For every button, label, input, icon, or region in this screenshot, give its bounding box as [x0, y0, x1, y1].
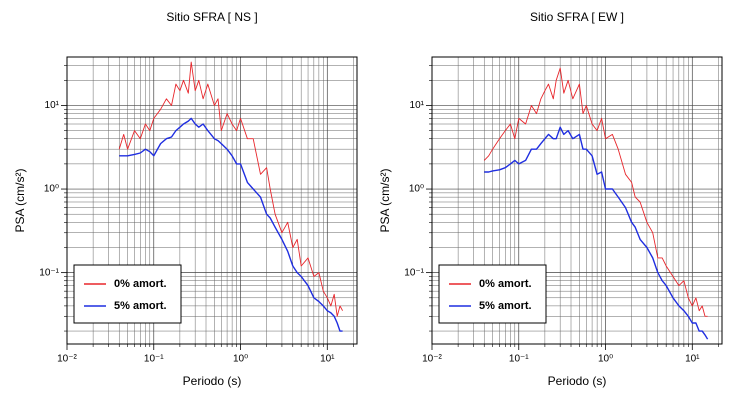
- x-tick-label: 10⁻²: [422, 354, 442, 365]
- plot-frame: [431, 56, 723, 345]
- legend-label: 5% amort.: [114, 300, 167, 312]
- y-tick-label: 10⁻¹: [39, 267, 59, 278]
- x-tick-label: 10⁻¹: [144, 354, 164, 365]
- legend-label: 5% amort.: [479, 300, 532, 312]
- series-line: [118, 61, 343, 317]
- y-tick-label: 10⁰: [44, 184, 59, 195]
- x-tick-label: 10¹: [320, 354, 335, 365]
- y-tick-label: 10¹: [410, 100, 425, 111]
- y-tick-label: 10¹: [45, 100, 60, 111]
- legend-label: 0% amort.: [479, 278, 532, 290]
- x-tick-label: 10⁻¹: [509, 354, 529, 365]
- x-tick-label: 10⁻²: [57, 354, 77, 365]
- x-axis-label: Periodo (s): [548, 374, 607, 388]
- chart-title: Sitio SFRA [ NS ]: [166, 10, 257, 24]
- x-tick-label: 10⁰: [598, 354, 613, 365]
- y-axis-label: PSA (cm/s²): [13, 168, 27, 232]
- series-line: [483, 67, 708, 317]
- legend-box: [438, 264, 547, 324]
- x-tick-label: 10⁰: [233, 354, 248, 365]
- y-tick-label: 10⁰: [409, 184, 424, 195]
- y-axis-label: PSA (cm/s²): [378, 168, 392, 232]
- chart-title: Sitio SFRA [ EW ]: [530, 10, 624, 24]
- series-line: [119, 117, 343, 332]
- legend-box: [73, 264, 182, 324]
- x-tick-label: 10¹: [685, 354, 700, 365]
- legend-label: 0% amort.: [114, 278, 167, 290]
- plot-frame: [66, 56, 358, 345]
- series-line: [484, 126, 709, 340]
- y-tick-label: 10⁻¹: [404, 267, 424, 278]
- x-axis-label: Periodo (s): [183, 374, 242, 388]
